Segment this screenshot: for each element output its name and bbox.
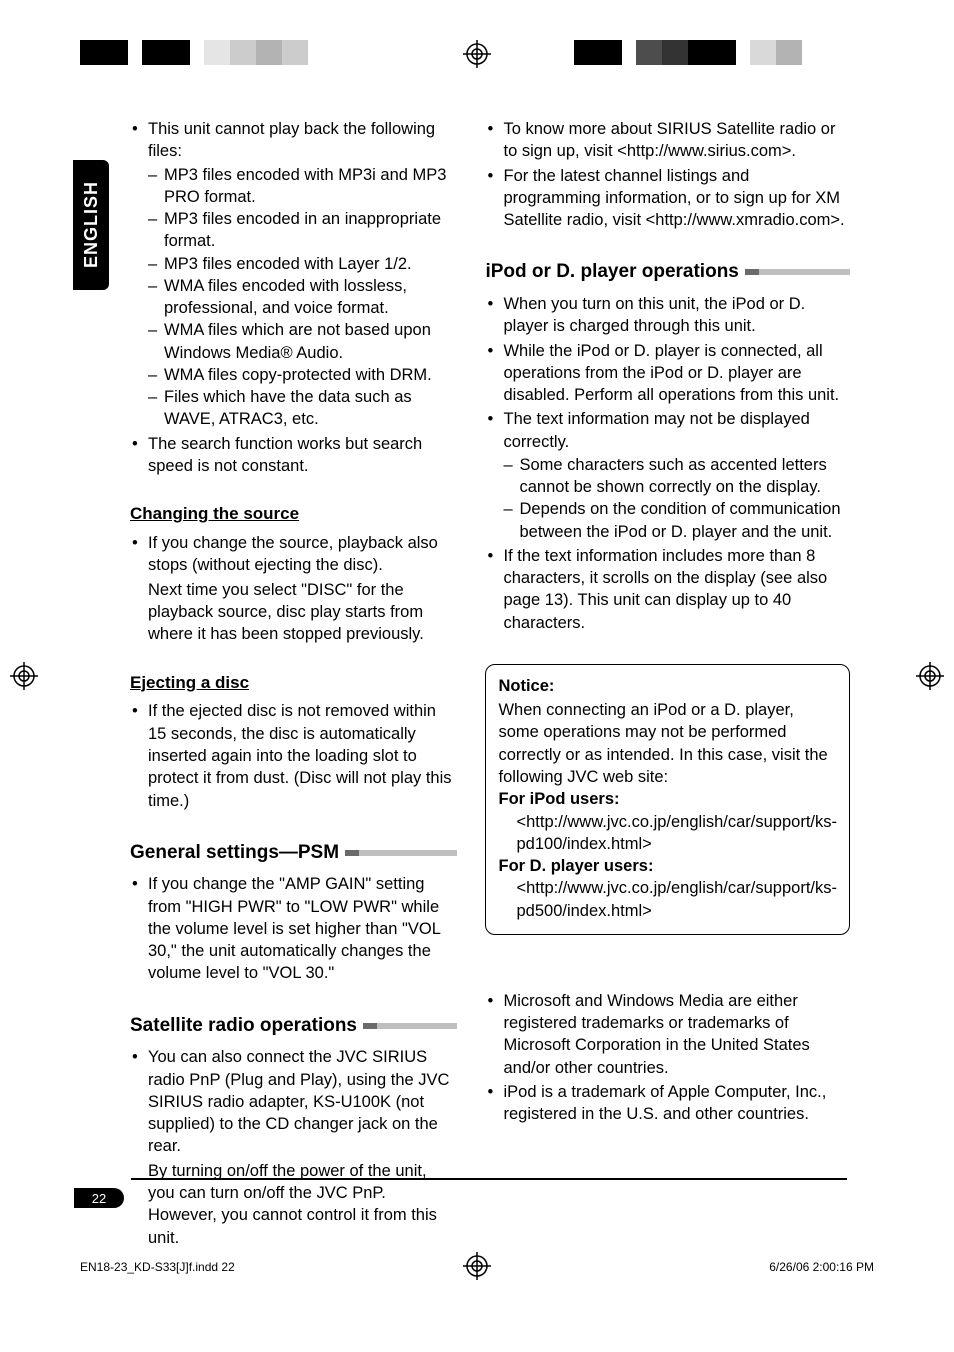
- heading-text: Satellite radio operations: [130, 1013, 357, 1039]
- color-swatch: [282, 40, 308, 65]
- list-item: When you turn on this unit, the iPod or …: [485, 293, 850, 338]
- content-area: This unit cannot play back the following…: [130, 118, 850, 1251]
- color-swatch: [776, 40, 802, 65]
- rule-icon: [345, 850, 457, 856]
- crop-mark: [34, 8, 74, 48]
- heading-general-settings: General settings—PSM: [130, 840, 457, 866]
- text: The text information may not be displaye…: [503, 410, 809, 450]
- color-swatch: [662, 40, 688, 65]
- color-swatch: [230, 40, 256, 65]
- footer-timestamp: 6/26/06 2:00:16 PM: [769, 1260, 874, 1274]
- list-item: WMA files encoded with lossless, profess…: [148, 275, 457, 320]
- right-column: To know more about SIRIUS Satellite radi…: [485, 118, 850, 1251]
- notice-body: When connecting an iPod or a D. player, …: [498, 699, 837, 788]
- list-item: Microsoft and Windows Media are either r…: [485, 990, 850, 1079]
- language-label: ENGLISH: [81, 181, 102, 268]
- registration-target-icon: [463, 1252, 491, 1280]
- color-swatch: [688, 40, 736, 65]
- heading-changing-source: Changing the source: [130, 503, 457, 526]
- color-swatch: [80, 40, 128, 65]
- notice-box: Notice: When connecting an iPod or a D. …: [485, 664, 850, 935]
- color-swatch: [622, 40, 636, 65]
- page-number-badge: 22: [74, 1188, 124, 1208]
- page-number: 22: [92, 1191, 106, 1206]
- list-item: While the iPod or D. player is connected…: [485, 340, 850, 407]
- list-item: This unit cannot play back the following…: [130, 118, 457, 431]
- notice-title: Notice:: [498, 675, 837, 697]
- color-swatch: [142, 40, 190, 65]
- list-item: The search function works but search spe…: [130, 433, 457, 478]
- color-swatch: [574, 40, 622, 65]
- list-item: WMA files copy-protected with DRM.: [148, 364, 457, 386]
- heading-text: General settings—PSM: [130, 840, 339, 866]
- color-swatch: [256, 40, 282, 65]
- language-tab: ENGLISH: [73, 160, 109, 290]
- list-item: If the ejected disc is not removed withi…: [130, 700, 457, 811]
- list-item: iPod is a trademark of Apple Computer, I…: [485, 1081, 850, 1126]
- cannot-play-list: This unit cannot play back the following…: [130, 118, 457, 477]
- page-sheet: ENGLISH This unit cannot play back the f…: [0, 0, 954, 1352]
- list-item: If the text information includes more th…: [485, 545, 850, 634]
- notice-dplayer: For D. player users: <http://www.jvc.co.…: [498, 855, 837, 922]
- label: For D. player users:: [498, 857, 653, 875]
- text: If you change the source, playback also …: [148, 534, 438, 574]
- list-item: Files which have the data such as WAVE, …: [148, 386, 457, 431]
- list-item: MP3 files encoded with MP3i and MP3 PRO …: [148, 164, 457, 209]
- label: For iPod users:: [498, 790, 619, 808]
- list-item: If you change the "AMP GAIN" setting fro…: [130, 873, 457, 984]
- heading-satellite-radio: Satellite radio operations: [130, 1013, 457, 1039]
- list-item: To know more about SIRIUS Satellite radi…: [485, 118, 850, 163]
- color-swatch: [204, 40, 230, 65]
- registration-target-icon: [463, 40, 491, 68]
- color-strip-left: [80, 40, 380, 65]
- list-item: MP3 files encoded with Layer 1/2.: [148, 253, 457, 275]
- color-swatch: [128, 40, 142, 65]
- color-swatch: [736, 40, 750, 65]
- rule-icon: [363, 1023, 457, 1029]
- list-item: Some characters such as accented letters…: [503, 454, 850, 499]
- text: By turning on/off the power of the unit,…: [148, 1160, 457, 1249]
- registration-target-icon: [10, 662, 38, 690]
- color-strip-right: [574, 40, 874, 65]
- text: This unit cannot play back the following…: [148, 120, 435, 160]
- heading-text: iPod or D. player operations: [485, 259, 738, 285]
- heading-ejecting-disc: Ejecting a disc: [130, 672, 457, 695]
- list-item: For the latest channel listings and prog…: [485, 165, 850, 232]
- list-item: WMA files which are not based upon Windo…: [148, 319, 457, 364]
- color-swatch: [636, 40, 662, 65]
- list-item: You can also connect the JVC SIRIUS radi…: [130, 1046, 457, 1248]
- color-swatch: [190, 40, 204, 65]
- footer-filename: EN18-23_KD-S33[J]f.indd 22: [80, 1260, 235, 1274]
- list-item: The text information may not be displaye…: [485, 408, 850, 543]
- color-swatch: [750, 40, 776, 65]
- list-item: Depends on the condition of communicatio…: [503, 498, 850, 543]
- left-column: This unit cannot play back the following…: [130, 118, 457, 1251]
- text: Next time you select "DISC" for the play…: [148, 579, 457, 646]
- notice-ipod: For iPod users: <http://www.jvc.co.jp/en…: [498, 788, 837, 855]
- list-item: MP3 files encoded in an inappropriate fo…: [148, 208, 457, 253]
- rule-icon: [745, 269, 850, 275]
- text: You can also connect the JVC SIRIUS radi…: [148, 1048, 449, 1155]
- heading-ipod-operations: iPod or D. player operations: [485, 259, 850, 285]
- divider-line: [131, 1178, 847, 1180]
- list-item: If you change the source, playback also …: [130, 532, 457, 645]
- registration-target-icon: [916, 662, 944, 690]
